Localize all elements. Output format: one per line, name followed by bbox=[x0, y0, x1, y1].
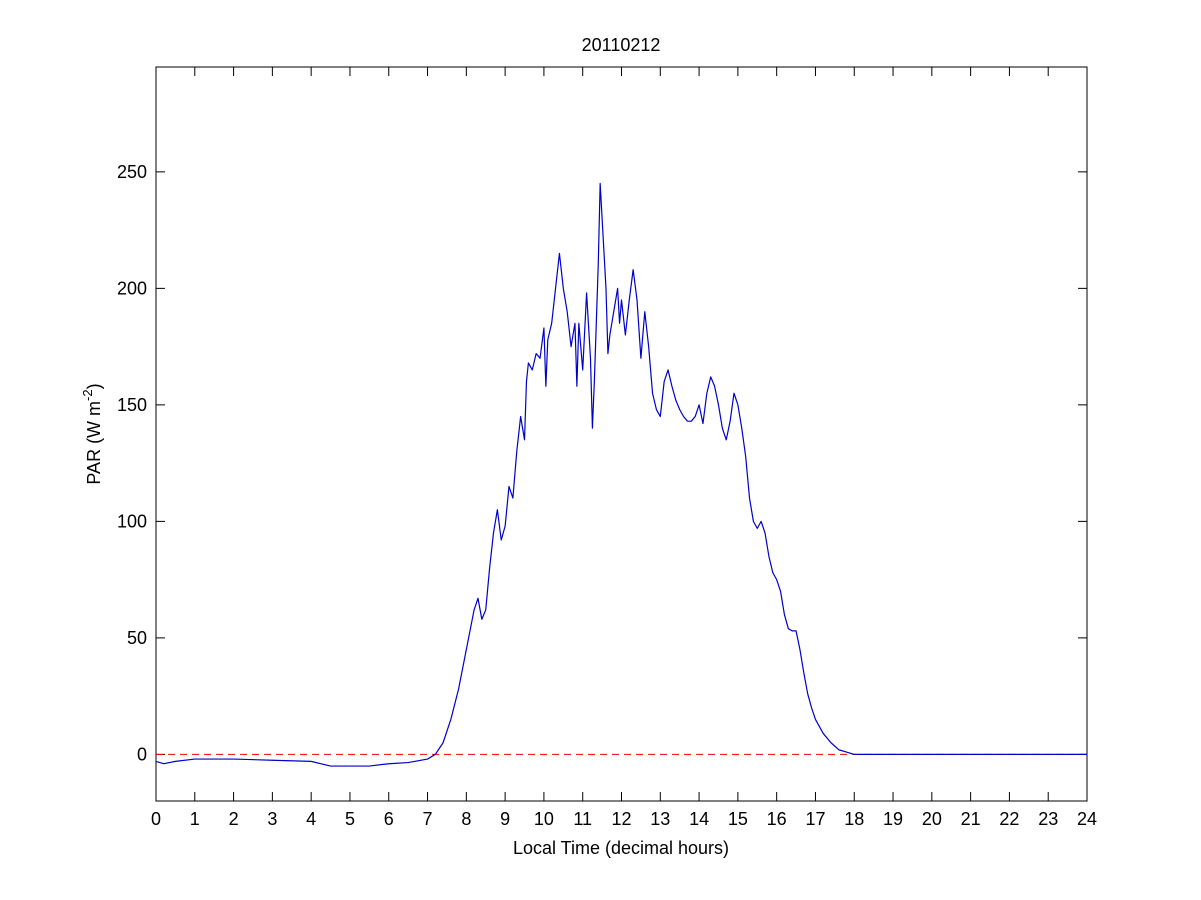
x-tick-label: 10 bbox=[534, 809, 554, 829]
x-tick-label: 3 bbox=[267, 809, 277, 829]
x-tick-label: 1 bbox=[190, 809, 200, 829]
y-tick-label: 50 bbox=[127, 628, 147, 648]
x-tick-label: 18 bbox=[844, 809, 864, 829]
y-axis-label: PAR (W m-2) bbox=[80, 383, 104, 484]
x-tick-label: 16 bbox=[767, 809, 787, 829]
x-tick-label: 20 bbox=[922, 809, 942, 829]
x-tick-label: 4 bbox=[306, 809, 316, 829]
x-tick-label: 15 bbox=[728, 809, 748, 829]
x-tick-label: 19 bbox=[883, 809, 903, 829]
x-tick-label: 11 bbox=[573, 809, 592, 829]
x-tick-label: 24 bbox=[1077, 809, 1097, 829]
y-label-superscript: -2 bbox=[80, 389, 95, 401]
x-tick-label: 8 bbox=[461, 809, 471, 829]
y-tick-label: 150 bbox=[117, 395, 147, 415]
y-tick-label: 100 bbox=[117, 511, 147, 531]
x-tick-label: 14 bbox=[689, 809, 709, 829]
chart-title: 20110212 bbox=[582, 35, 661, 55]
y-tick-label: 200 bbox=[117, 278, 147, 298]
y-label-suffix: ) bbox=[84, 383, 104, 389]
x-tick-label: 0 bbox=[151, 809, 161, 829]
x-axis-label: Local Time (decimal hours) bbox=[513, 838, 729, 858]
y-tick-label: 0 bbox=[137, 744, 147, 764]
data-line bbox=[155, 182, 1087, 767]
plot-area bbox=[155, 66, 1088, 802]
x-tick-label: 6 bbox=[384, 809, 394, 829]
x-tick-label: 13 bbox=[650, 809, 670, 829]
x-tick-label: 12 bbox=[611, 809, 631, 829]
x-tick-label: 7 bbox=[423, 809, 433, 829]
x-tick-label: 21 bbox=[961, 809, 981, 829]
x-tick-label: 22 bbox=[999, 809, 1019, 829]
y-label-text: PAR (W m bbox=[84, 401, 104, 485]
x-tick-label: 23 bbox=[1038, 809, 1058, 829]
y-tick-label: 250 bbox=[117, 162, 147, 182]
x-tick-label: 5 bbox=[345, 809, 355, 829]
x-tick-label: 9 bbox=[500, 809, 510, 829]
x-tick-label: 17 bbox=[805, 809, 825, 829]
x-tick-label: 2 bbox=[229, 809, 239, 829]
